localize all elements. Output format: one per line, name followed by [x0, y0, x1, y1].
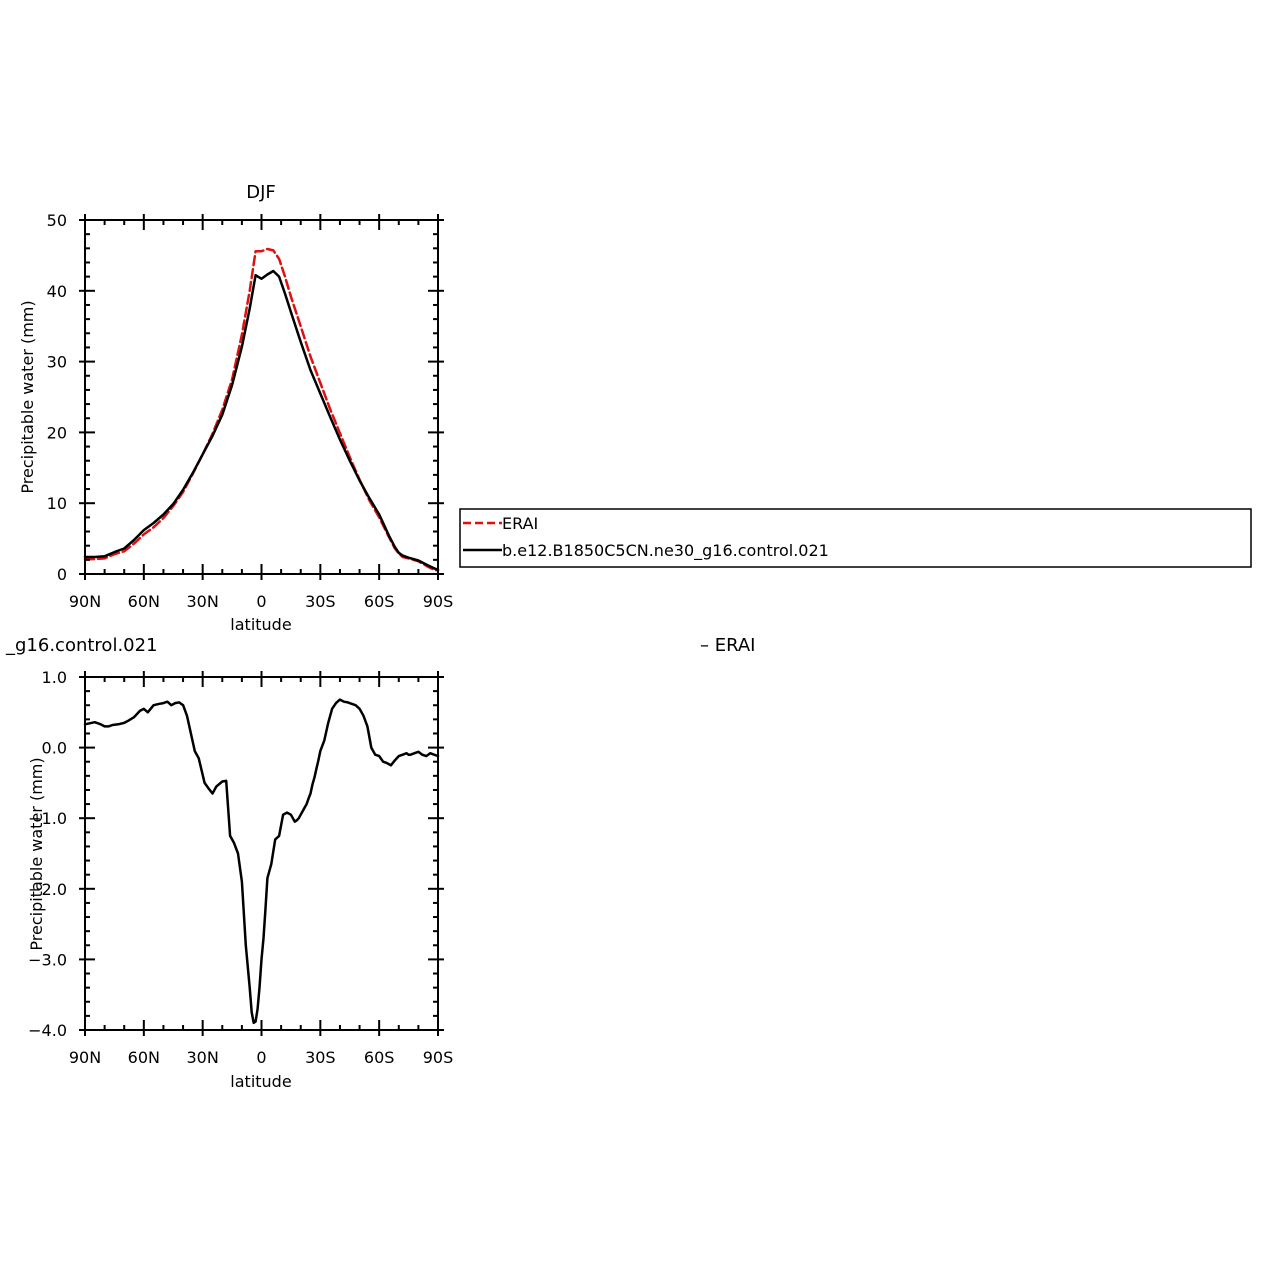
- legend-label-erai: ERAI: [502, 514, 538, 533]
- top-chart-ticks: [79, 214, 444, 580]
- bottom-chart-x-tick-label: 60S: [364, 1048, 395, 1067]
- top-chart: DJF 90N 60N 30N 0 30S 60S 90S 0 10 20 30 40 50 lati…: [18, 182, 453, 634]
- legend: ERAI b.e12.B1850C5CN.ne30_g16.control.02…: [459, 508, 1252, 568]
- top-chart-y-tick-label: 30: [47, 353, 67, 372]
- bottom-chart-y-tick-labels: 1.0 0.0 −1.0 −2.0 −3.0 −4.0: [28, 668, 67, 1040]
- top-chart-frame: [84, 219, 439, 575]
- bottom-chart-y-tick-label: −1.0: [28, 809, 67, 828]
- bottom-chart-y-tick-label: −4.0: [28, 1021, 67, 1040]
- bottom-chart-ticks: [79, 671, 444, 1036]
- bottom-chart-x-tick-label: 90S: [423, 1048, 454, 1067]
- top-chart-x-tick-label: 30N: [187, 592, 219, 611]
- top-chart-y-axis-title: Precipitable water (mm): [18, 300, 37, 493]
- legend-label-model: b.e12.B1850C5CN.ne30_g16.control.021: [502, 541, 829, 561]
- bottom-chart-series-0: [83, 698, 440, 1025]
- bottom-chart-x-tick-label: 90N: [69, 1048, 101, 1067]
- bottom-chart-y-tick-label: 0.0: [42, 739, 67, 758]
- bottom-chart-x-axis-title: latitude: [230, 1072, 291, 1091]
- bottom-chart-series: [83, 698, 440, 1025]
- top-chart-x-tick-label: 90S: [423, 592, 454, 611]
- bottom-chart-y-tick-label: 1.0: [42, 668, 67, 687]
- top-chart-y-tick-label: 40: [47, 282, 67, 301]
- top-chart-x-tick-label: 60S: [364, 592, 395, 611]
- top-chart-y-tick-label: 10: [47, 494, 67, 513]
- bottom-chart-y-axis-title: Precipitable water (mm): [27, 757, 46, 950]
- bottom-chart-frame: [84, 676, 439, 1031]
- top-chart-y-tick-label: 0: [57, 565, 67, 584]
- bottom-chart-x-tick-labels: 90N 60N 30N 0 30S 60S 90S: [69, 1048, 453, 1067]
- top-chart-y-tick-label: 50: [47, 211, 67, 230]
- top-chart-y-tick-label: 20: [47, 423, 67, 442]
- bottom-chart-y-tick-label: −3.0: [28, 950, 67, 969]
- top-chart-x-tick-label: 0: [256, 592, 266, 611]
- bottom-chart-x-tick-label: 30S: [305, 1048, 336, 1067]
- bottom-chart-title: _g16.control.021: [5, 635, 158, 656]
- top-chart-x-tick-label: 60N: [128, 592, 160, 611]
- bottom-chart-x-tick-label: 60N: [128, 1048, 160, 1067]
- bottom-chart-title-right: – ERAI: [700, 635, 756, 656]
- top-chart-title: DJF: [246, 182, 276, 203]
- bottom-chart: _g16.control.021 – ERAI 90N 60N 30N 0 30S 60S…: [5, 635, 756, 1091]
- legend-box: [459, 508, 1252, 568]
- top-chart-series-0: [83, 247, 440, 572]
- bottom-chart-y-tick-label: −2.0: [28, 880, 67, 899]
- top-chart-x-tick-label: 30S: [305, 592, 336, 611]
- top-chart-x-axis-title: latitude: [230, 615, 291, 634]
- top-chart-x-tick-labels: 90N 60N 30N 0 30S 60S 90S: [69, 592, 453, 611]
- bottom-chart-x-tick-label: 30N: [187, 1048, 219, 1067]
- top-chart-x-tick-label: 90N: [69, 592, 101, 611]
- top-chart-y-tick-labels: 0 10 20 30 40 50: [47, 211, 67, 584]
- bottom-chart-x-tick-label: 0: [256, 1048, 266, 1067]
- top-chart-series-1: [83, 269, 440, 572]
- bottom-chart-y-axis-title-clip: Precipitable water (mm): [27, 757, 46, 950]
- top-chart-series: [83, 247, 440, 572]
